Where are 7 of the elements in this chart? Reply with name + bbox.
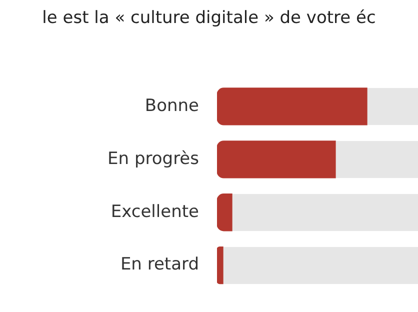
y-tick-label: En progrès bbox=[108, 148, 200, 169]
bar bbox=[217, 246, 224, 284]
y-tick-label: Excellente bbox=[110, 202, 199, 222]
bar bbox=[217, 194, 232, 232]
chart-title: le est la « culture digitale » de votre éc bbox=[41, 8, 377, 28]
y-tick-label: Bonne bbox=[144, 96, 199, 116]
y-tick-label: En retard bbox=[120, 254, 199, 275]
